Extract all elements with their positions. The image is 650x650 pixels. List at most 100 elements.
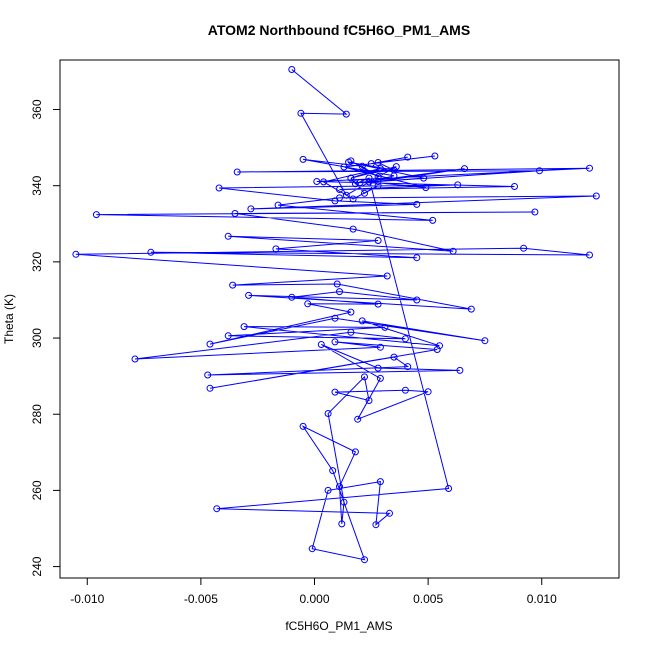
data-point (245, 291, 253, 299)
data-point (383, 272, 391, 280)
data-point (331, 388, 339, 396)
data-point (586, 251, 593, 259)
y-tick-label: 320 (30, 252, 44, 272)
data-point (231, 210, 239, 217)
data-point (361, 189, 368, 197)
data-point (372, 521, 380, 529)
data-point (329, 467, 337, 475)
data-point (422, 184, 430, 192)
data-point (324, 410, 332, 417)
data-point (374, 300, 382, 308)
data-point (247, 205, 255, 213)
data-point (333, 280, 341, 288)
data-point (340, 163, 348, 171)
data-point (365, 174, 373, 182)
data-point (401, 335, 409, 343)
data-point (336, 186, 343, 193)
data-point (288, 293, 296, 301)
data-point (347, 157, 355, 165)
data-point (131, 355, 139, 363)
data-point (365, 397, 373, 404)
data-point (204, 371, 212, 379)
data-point (374, 173, 382, 181)
data-point (92, 211, 100, 219)
data-point (356, 179, 364, 187)
data-point (72, 250, 80, 258)
series-lines (75, 69, 597, 561)
data-point (297, 109, 305, 117)
y-tick-label: 360 (30, 99, 44, 119)
data-point (420, 174, 428, 182)
x-tick-label: 0.010 (527, 592, 557, 606)
x-tick-label: -0.005 (184, 592, 218, 606)
data-point (274, 201, 282, 209)
data-point (351, 180, 359, 188)
data-point (429, 216, 437, 224)
data-point (338, 520, 346, 528)
data-point (354, 415, 362, 423)
data-point (481, 337, 489, 345)
data-point (456, 366, 464, 374)
data-point (436, 342, 443, 350)
data-point (358, 317, 366, 325)
data-point (445, 485, 453, 492)
data-point (392, 163, 400, 171)
data-point (229, 281, 237, 289)
data-point (376, 478, 384, 486)
data-point (374, 237, 382, 244)
data-point (147, 248, 155, 256)
data-point (331, 314, 339, 322)
data-point (424, 388, 432, 396)
data-point (320, 178, 328, 186)
data-point (381, 323, 389, 331)
data-point (324, 486, 332, 494)
data-point (340, 498, 348, 506)
data-point (374, 182, 382, 190)
data-point (224, 332, 232, 340)
data-point (536, 167, 543, 175)
series-points (72, 66, 600, 564)
data-point (413, 296, 421, 304)
data-point (365, 178, 373, 186)
data-point (308, 545, 316, 553)
data-point (367, 160, 375, 168)
data-point (404, 153, 412, 161)
data-point (342, 110, 350, 118)
data-point (390, 172, 398, 180)
data-point (349, 195, 357, 203)
data-point (449, 247, 457, 255)
data-point (374, 159, 382, 166)
data-point (358, 162, 366, 170)
data-point (272, 245, 280, 253)
x-tick-label: 0.000 (299, 592, 329, 606)
x-tick-label: -0.010 (70, 592, 104, 606)
y-axis-label: Theta (K) (2, 294, 16, 344)
data-point (374, 364, 382, 372)
data-point (413, 200, 421, 208)
data-point (313, 178, 321, 185)
data-point (336, 483, 343, 491)
x-axis-label: fC5H6O_PM1_AMS (285, 619, 392, 633)
series-line (75, 69, 597, 561)
data-point (331, 197, 339, 205)
data-point (342, 191, 350, 199)
data-point (376, 165, 384, 173)
data-point (413, 254, 421, 262)
data-point (592, 192, 600, 200)
chart-title: ATOM2 Northbound fC5H6O_PM1_AMS (208, 22, 470, 38)
data-point (224, 232, 232, 240)
data-point (288, 66, 296, 73)
data-point (351, 448, 359, 456)
data-point (215, 184, 223, 192)
data-point (520, 244, 528, 252)
data-point (336, 288, 343, 296)
data-point (347, 308, 355, 316)
data-point (531, 208, 539, 216)
data-point (401, 386, 409, 394)
data-point (213, 505, 221, 513)
x-tick-label: 0.005 (413, 592, 443, 606)
data-point (299, 422, 307, 430)
data-point (376, 374, 384, 382)
x-axis: -0.010 -0.005 0.000 0.005 0.010 (70, 577, 557, 606)
data-point (304, 300, 312, 308)
